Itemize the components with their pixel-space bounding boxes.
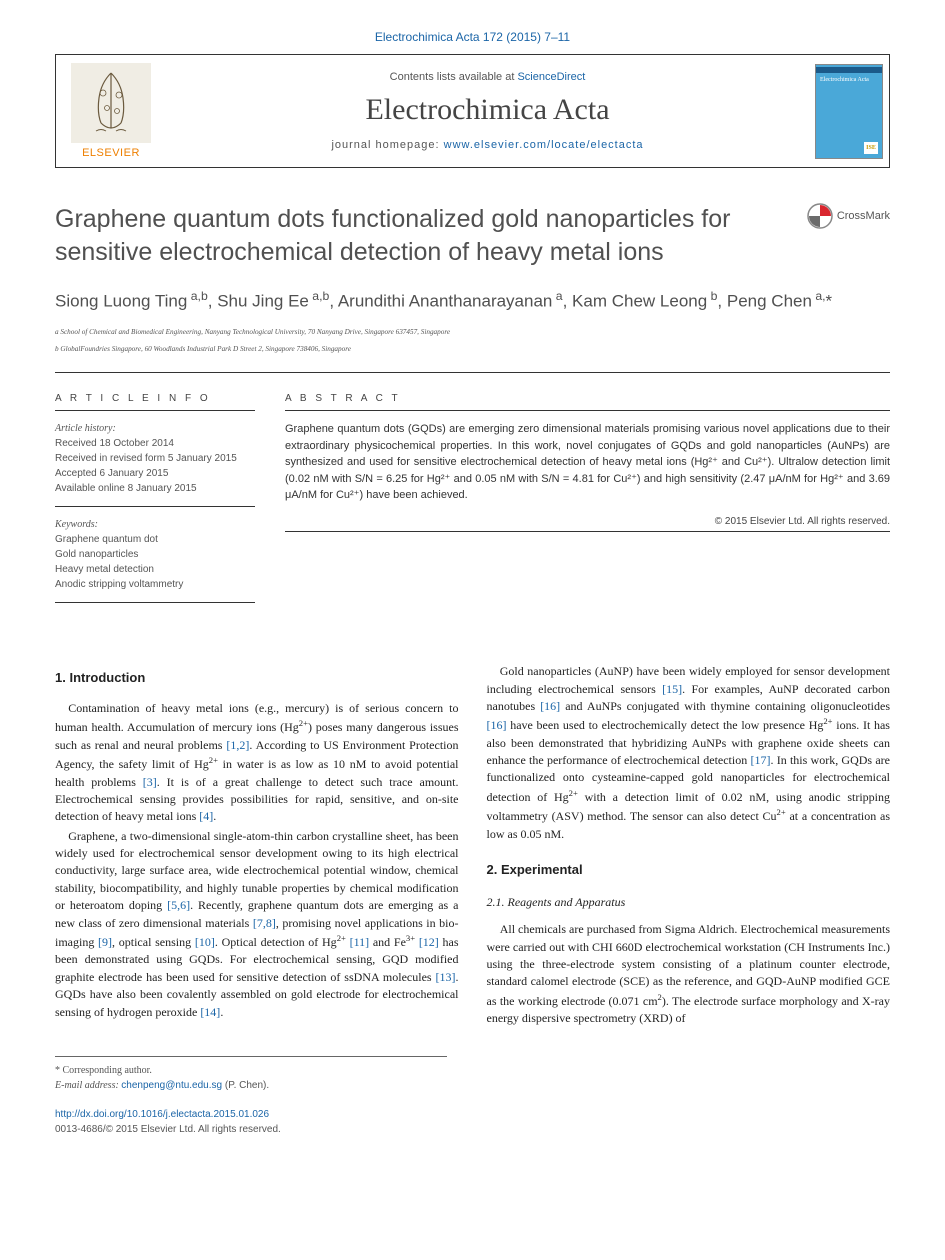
homepage-line: journal homepage: www.elsevier.com/locat…	[166, 139, 809, 151]
journal-header: ELSEVIER Contents lists available at Sci…	[55, 54, 890, 168]
email-line: E-mail address: chenpeng@ntu.edu.sg (P. …	[55, 1078, 447, 1093]
ref-link[interactable]: [16]	[487, 718, 507, 732]
abstract-head: A B S T R A C T	[285, 393, 890, 411]
homepage-link[interactable]: www.elsevier.com/locate/electacta	[444, 139, 644, 151]
article-history: Article history: Received 18 October 201…	[55, 421, 255, 507]
ref-link[interactable]: [17]	[750, 753, 770, 767]
cover-title: Electrochimica Acta	[820, 77, 869, 83]
journal-cover: Electrochimica Acta ISE	[809, 55, 889, 167]
ref-link[interactable]: [16]	[540, 699, 560, 713]
crossmark-label: CrossMark	[837, 210, 890, 222]
crossmark-icon	[807, 203, 833, 229]
body-paragraph: Contamination of heavy metal ions (e.g.,…	[55, 700, 459, 826]
corresponding-footer: * Corresponding author. E-mail address: …	[55, 1056, 447, 1093]
contents-available: Contents lists available at ScienceDirec…	[166, 71, 809, 83]
ref-link[interactable]: [12]	[419, 935, 439, 949]
elsevier-text: ELSEVIER	[82, 147, 140, 159]
keyword-3: Heavy metal detection	[55, 562, 255, 577]
cover-ise-badge: ISE	[864, 142, 878, 154]
doi-link[interactable]: http://dx.doi.org/10.1016/j.electacta.20…	[55, 1109, 269, 1120]
history-head: Article history:	[55, 421, 255, 436]
doi-footer: http://dx.doi.org/10.1016/j.electacta.20…	[55, 1107, 890, 1137]
section-introduction: 1. Introduction	[55, 669, 459, 688]
ref-link[interactable]: [14]	[200, 1005, 220, 1019]
keyword-2: Gold nanoparticles	[55, 547, 255, 562]
issn-copyright: 0013-4686/© 2015 Elsevier Ltd. All right…	[55, 1122, 890, 1137]
crossmark-badge[interactable]: CrossMark	[807, 203, 890, 229]
ref-link[interactable]: [4]	[199, 809, 213, 823]
homepage-prefix: journal homepage:	[331, 139, 443, 151]
email-label: E-mail address:	[55, 1080, 121, 1091]
history-received: Received 18 October 2014	[55, 436, 255, 451]
top-citation: Electrochimica Acta 172 (2015) 7–11	[55, 30, 890, 44]
elsevier-tree-icon	[71, 63, 151, 143]
ref-link[interactable]: [15]	[662, 682, 682, 696]
affiliation-b: b GlobalFoundries Singapore, 60 Woodland…	[55, 344, 890, 360]
ref-link[interactable]: [13]	[436, 970, 456, 984]
affiliations: a School of Chemical and Biomedical Engi…	[55, 327, 890, 373]
email-suffix: (P. Chen).	[222, 1080, 269, 1091]
keyword-4: Anodic stripping voltammetry	[55, 577, 255, 592]
body-paragraph: All chemicals are purchased from Sigma A…	[487, 921, 891, 1027]
ref-link[interactable]: [9]	[98, 935, 112, 949]
elsevier-logo: ELSEVIER	[56, 55, 166, 167]
keywords-head: Keywords:	[55, 517, 255, 532]
history-revised: Received in revised form 5 January 2015	[55, 451, 255, 466]
journal-name: Electrochimica Acta	[166, 93, 809, 127]
body-paragraph: Gold nanoparticles (AuNP) have been wide…	[487, 663, 891, 843]
abstract-text: Graphene quantum dots (GQDs) are emergin…	[285, 421, 890, 516]
keyword-1: Graphene quantum dot	[55, 532, 255, 547]
subsection-reagents: 2.1. Reagents and Apparatus	[487, 894, 891, 911]
ref-link[interactable]: [5,6]	[167, 898, 190, 912]
authors: Siong Luong Ting a,b, Shu Jing Ee a,b, A…	[55, 288, 890, 313]
article-body: 1. Introduction Contamination of heavy m…	[55, 663, 890, 1027]
ref-link[interactable]: [3]	[143, 775, 157, 789]
article-info: A R T I C L E I N F O Article history: R…	[55, 393, 255, 603]
corresponding-author: * Corresponding author.	[55, 1063, 447, 1078]
email-link[interactable]: chenpeng@ntu.edu.sg	[121, 1080, 222, 1091]
article-title: Graphene quantum dots functionalized gol…	[55, 203, 797, 268]
affiliation-a: a School of Chemical and Biomedical Engi…	[55, 327, 890, 343]
abstract: A B S T R A C T Graphene quantum dots (G…	[285, 393, 890, 603]
body-paragraph: Graphene, a two-dimensional single-atom-…	[55, 828, 459, 1021]
cover-thumbnail: Electrochimica Acta ISE	[815, 64, 883, 159]
abstract-copyright: © 2015 Elsevier Ltd. All rights reserved…	[285, 516, 890, 532]
history-online: Available online 8 January 2015	[55, 481, 255, 496]
section-experimental: 2. Experimental	[487, 861, 891, 880]
contents-prefix: Contents lists available at	[390, 71, 518, 83]
ref-link[interactable]: [7,8]	[253, 916, 276, 930]
keywords: Keywords: Graphene quantum dot Gold nano…	[55, 517, 255, 603]
ref-link[interactable]: [11]	[350, 935, 370, 949]
history-accepted: Accepted 6 January 2015	[55, 466, 255, 481]
sciencedirect-link[interactable]: ScienceDirect	[517, 71, 585, 83]
header-center: Contents lists available at ScienceDirec…	[166, 55, 809, 167]
ref-link[interactable]: [10]	[195, 935, 215, 949]
ref-link[interactable]: [1,2]	[226, 738, 249, 752]
article-info-head: A R T I C L E I N F O	[55, 393, 255, 411]
